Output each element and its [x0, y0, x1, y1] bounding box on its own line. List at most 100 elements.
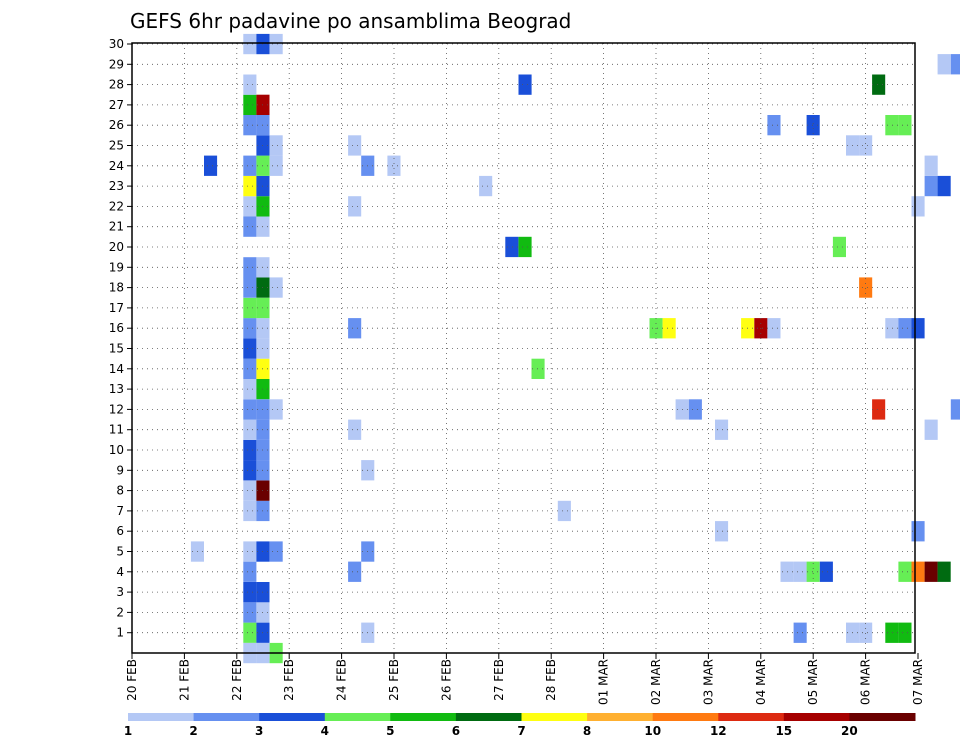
precip-cell	[924, 175, 938, 197]
y-tick-label: 12	[109, 402, 124, 416]
colorbar-segment	[193, 713, 260, 721]
precip-cell	[243, 419, 257, 440]
y-tick-label: 28	[109, 78, 124, 92]
y-tick-label: 22	[109, 199, 124, 213]
x-tick-label: 22 FEB	[230, 659, 244, 701]
colorbar-segment	[455, 713, 522, 721]
y-tick-label: 14	[109, 362, 124, 376]
precip-cell	[937, 175, 951, 197]
x-tick-label: 28 FEB	[544, 659, 558, 701]
colorbar-segment	[652, 713, 719, 721]
precip-cell	[898, 115, 912, 136]
precip-cell	[937, 561, 951, 582]
colorbar-label: 15	[775, 724, 792, 738]
precip-cell	[715, 419, 729, 440]
precip-cell	[819, 561, 833, 582]
y-tick-label: 8	[116, 484, 124, 498]
colorbar-segment	[324, 713, 391, 721]
x-tick-label: 20 FEB	[125, 659, 139, 701]
x-tick-label: 07 MAR	[911, 659, 925, 705]
colorbar-label: 4	[321, 724, 329, 738]
precip-cell	[688, 399, 702, 420]
precip-cell	[806, 561, 820, 582]
y-tick-label: 3	[116, 585, 124, 599]
colorbar-segment	[521, 713, 588, 721]
x-tick-label: 25 FEB	[387, 659, 401, 701]
colorbar-segment	[259, 713, 326, 721]
precip-cell	[243, 297, 257, 319]
precip-cell	[269, 135, 283, 156]
precip-cell	[243, 33, 257, 55]
x-tick-label: 01 MAR	[597, 659, 611, 705]
colorbar-label: 8	[583, 724, 591, 738]
precip-cell	[518, 74, 532, 95]
colorbar-segment	[849, 713, 916, 721]
y-tick-label: 16	[109, 321, 124, 335]
precip-cell	[269, 541, 283, 562]
precip-cell	[243, 460, 257, 481]
precip-cell	[505, 236, 519, 258]
y-tick-label: 9	[116, 463, 124, 477]
precip-cell	[859, 622, 873, 643]
precip-cell	[911, 561, 925, 582]
precip-cell	[243, 196, 257, 217]
y-tick-label: 15	[109, 342, 124, 356]
colorbar-label: 2	[189, 724, 197, 738]
colorbar-segment	[587, 713, 654, 721]
y-tick-label: 6	[116, 524, 124, 538]
precip-cell	[243, 318, 257, 339]
y-tick-label: 7	[116, 504, 124, 518]
precip-cell	[243, 602, 257, 623]
colorbar-label: 5	[386, 724, 394, 738]
precip-cell	[911, 521, 925, 542]
x-tick-label: 03 MAR	[701, 659, 715, 705]
precip-cell	[872, 74, 886, 95]
precip-cell	[243, 480, 257, 501]
y-tick-label: 10	[109, 443, 124, 457]
y-tick-label: 25	[109, 139, 124, 153]
precip-cell	[243, 175, 257, 197]
colorbar-segment	[783, 713, 850, 721]
y-tick-label: 30	[109, 37, 124, 51]
x-tick-label: 05 MAR	[806, 659, 820, 705]
precip-cell	[243, 561, 257, 582]
precip-cell	[885, 622, 899, 643]
precip-cell	[924, 561, 938, 582]
precip-cell	[243, 216, 257, 237]
precip-cell	[269, 155, 283, 176]
y-tick-label: 23	[109, 179, 124, 193]
precip-cell	[662, 318, 676, 339]
precip-cell	[243, 622, 257, 643]
precip-cell	[898, 318, 912, 339]
precip-cell	[859, 277, 873, 298]
y-axis: 1234567891011121314151617181920212223242…	[109, 37, 132, 640]
precip-cell	[911, 196, 925, 217]
y-tick-label: 11	[109, 423, 124, 437]
precip-cell	[269, 33, 283, 55]
precip-cell	[950, 399, 960, 420]
heatmap-cells	[190, 33, 960, 664]
x-axis: 20 FEB 21 FEB 22 FEB 23 FEB 24 FEB 25 FEB 26 F…	[125, 653, 925, 705]
precip-cell	[767, 115, 781, 136]
precip-cell	[243, 582, 257, 603]
y-tick-label: 18	[109, 281, 124, 295]
y-tick-label: 17	[109, 301, 124, 315]
precip-cell	[924, 419, 938, 440]
precip-cell	[348, 419, 362, 440]
precip-cell	[204, 155, 218, 176]
y-tick-label: 5	[116, 545, 124, 559]
precip-cell	[479, 175, 493, 197]
x-tick-label: 04 MAR	[754, 659, 768, 705]
x-tick-label: 02 MAR	[649, 659, 663, 705]
x-tick-label: 06 MAR	[859, 659, 873, 705]
precip-cell	[243, 541, 257, 562]
precip-cell	[243, 155, 257, 176]
colorbar-label: 1	[124, 724, 132, 738]
y-tick-label: 1	[116, 626, 124, 640]
precip-cell	[243, 500, 257, 522]
precip-cell	[348, 196, 362, 217]
y-tick-label: 27	[109, 98, 124, 112]
y-tick-label: 29	[109, 57, 124, 71]
precip-cell	[243, 94, 257, 115]
precip-cell	[767, 318, 781, 339]
